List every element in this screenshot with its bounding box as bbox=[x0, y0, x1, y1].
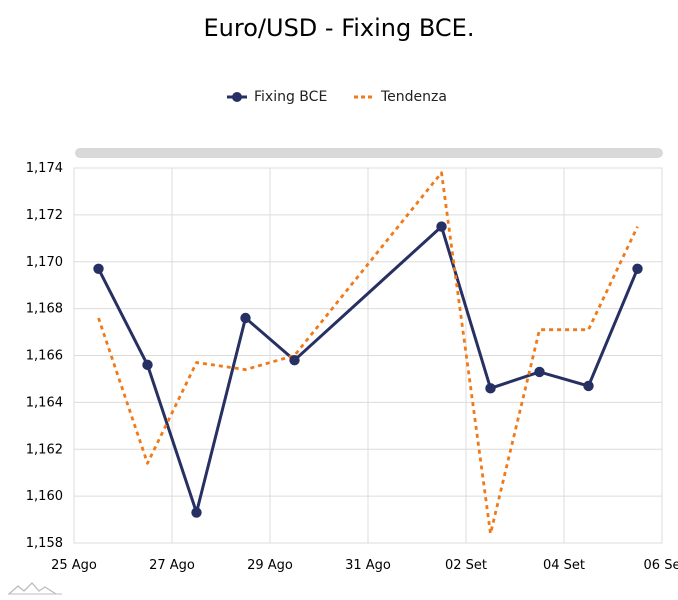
data-point[interactable] bbox=[289, 354, 300, 366]
legend-marker-tendenza bbox=[354, 95, 374, 99]
data-point[interactable] bbox=[142, 359, 153, 371]
legend-label-tendenza: Tendenza bbox=[381, 89, 447, 105]
x-tick-label: 06 Se bbox=[644, 558, 678, 573]
legend-item-fixing[interactable]: Fixing BCE bbox=[226, 87, 327, 107]
y-tick-label: 1,174 bbox=[26, 161, 63, 176]
tick-layer: 1,174 1,172 1,170 1,168 1,166 1,164 1,162 1,160… bbox=[26, 161, 678, 573]
data-point[interactable] bbox=[240, 312, 251, 324]
y-tick-label: 1,172 bbox=[26, 208, 63, 223]
legend-label-fixing: Fixing BCE bbox=[254, 89, 328, 105]
legend-item-tendenza[interactable]: Tendenza bbox=[353, 87, 447, 107]
x-tick-label: 27 Ago bbox=[149, 558, 195, 573]
data-point[interactable] bbox=[436, 221, 447, 232]
x-tick-label: 31 Ago bbox=[345, 558, 391, 573]
y-tick-label: 1,164 bbox=[26, 395, 63, 410]
y-tick-label: 1,168 bbox=[26, 302, 63, 317]
grid-layer bbox=[73, 167, 663, 544]
data-point[interactable] bbox=[191, 507, 202, 518]
x-tick-label: 04 Set bbox=[543, 558, 585, 573]
data-point[interactable] bbox=[583, 380, 594, 392]
y-tick-label: 1,166 bbox=[26, 349, 63, 364]
y-tick-label: 1,162 bbox=[26, 442, 63, 457]
data-point[interactable] bbox=[93, 263, 104, 274]
x-tick-label: 25 Ago bbox=[51, 558, 97, 573]
x-tick-label: 29 Ago bbox=[247, 558, 293, 573]
data-point[interactable] bbox=[485, 383, 496, 394]
legend: Fixing BCE Tendenza bbox=[0, 87, 678, 107]
data-point[interactable] bbox=[534, 366, 545, 378]
x-tick-label: 02 Set bbox=[445, 558, 487, 573]
zoom-scrollbar[interactable] bbox=[75, 148, 663, 158]
series-layer bbox=[93, 171, 643, 535]
chart-logo-icon bbox=[8, 582, 62, 595]
series-line-0 bbox=[97, 225, 639, 514]
y-tick-label: 1,160 bbox=[26, 489, 63, 504]
y-tick-label: 1,170 bbox=[26, 255, 63, 270]
series-line-1 bbox=[97, 171, 639, 535]
y-tick-label: 1,158 bbox=[26, 536, 63, 551]
legend-marker-fixing bbox=[227, 92, 247, 102]
chart-title: Euro/USD - Fixing BCE. bbox=[203, 14, 475, 42]
data-point[interactable] bbox=[632, 263, 643, 274]
